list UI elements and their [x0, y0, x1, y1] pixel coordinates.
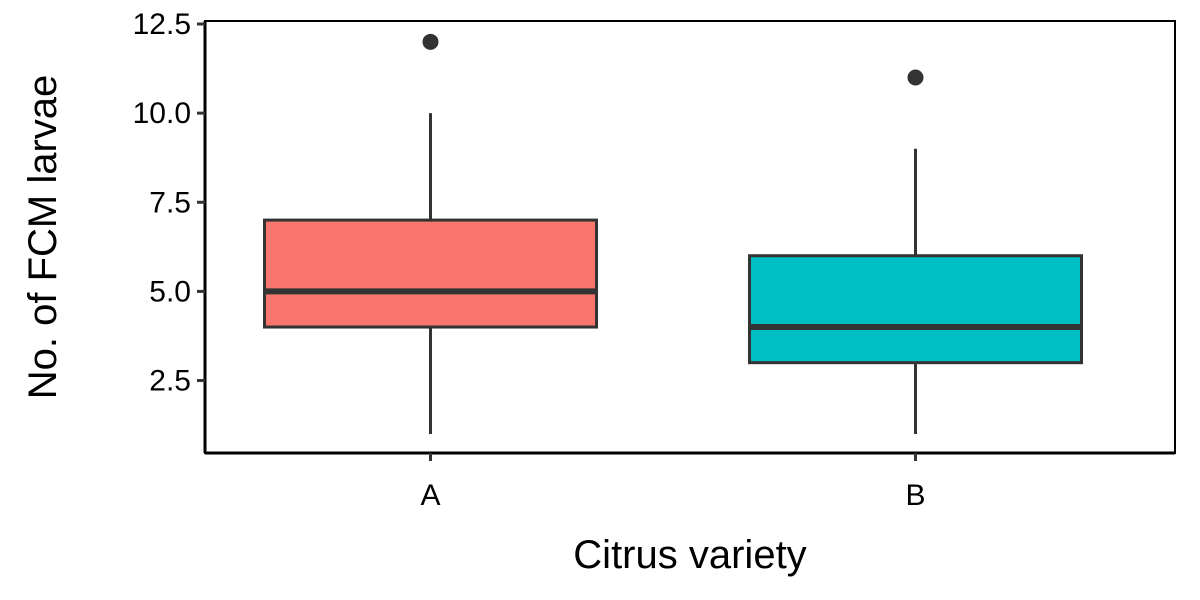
y-tick-label: 2.5: [149, 365, 191, 398]
x-tick-label: A: [420, 479, 440, 512]
box-iqr: [263, 218, 598, 329]
box-group-a: [263, 33, 598, 434]
x-tick-label: B: [905, 479, 925, 512]
y-tick-label: 10.0: [133, 97, 191, 130]
outlier-point: [907, 69, 924, 86]
x-axis-title: Citrus variety: [573, 533, 806, 577]
outlier-point: [422, 33, 439, 50]
y-tick-label: 5.0: [149, 275, 191, 308]
y-axis-title: No. of FCM larvae: [21, 75, 65, 400]
y-tick-label: 7.5: [149, 186, 191, 219]
y-tick-label: 12.5: [133, 8, 191, 41]
box-iqr: [748, 254, 1083, 365]
y-axis-ticks: 2.5 5.0 7.5 10.0 12.5: [133, 8, 205, 398]
box-group-b: [748, 69, 1083, 434]
plot-area: [263, 33, 1083, 434]
